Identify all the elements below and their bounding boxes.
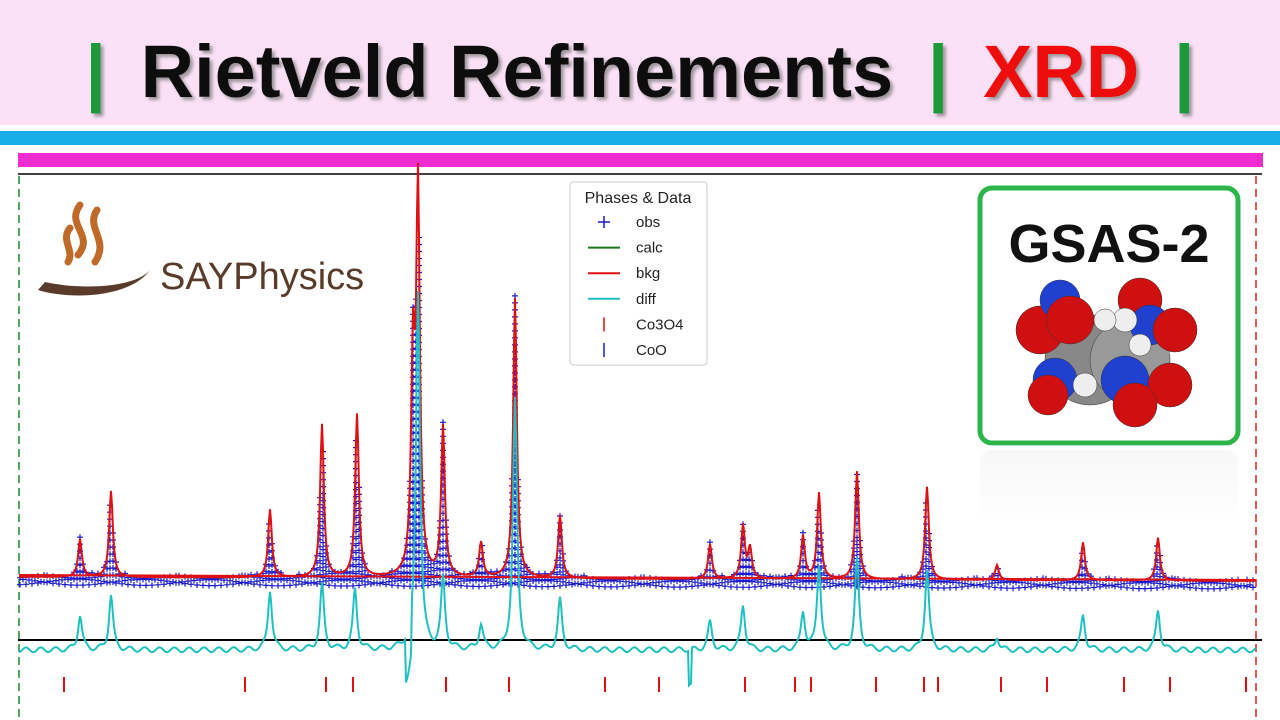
legend-marker	[598, 216, 610, 228]
atom	[1045, 295, 1095, 345]
atom	[1112, 307, 1138, 333]
magenta-rule	[18, 153, 1263, 167]
molecule	[1015, 277, 1198, 428]
badge-text: GSAS-2	[1008, 214, 1209, 274]
legend: Phases & Data obs calc bkg diff Co3O4 CoO	[569, 181, 708, 366]
atom	[1027, 374, 1069, 416]
reflection-fade	[975, 445, 1245, 525]
legend-label: Co3O4	[636, 316, 684, 333]
blue-rule	[0, 131, 1280, 145]
atom	[1112, 382, 1158, 428]
header-text: Rietveld Refinements	[141, 30, 894, 113]
atom	[1093, 308, 1117, 332]
logo-text: SAYPhysics	[160, 256, 364, 298]
legend-label: calc	[636, 240, 663, 257]
atom	[1147, 362, 1193, 408]
legend-label: CoO	[636, 342, 667, 359]
badge: GSAS-2	[975, 185, 1245, 525]
atom	[1072, 372, 1098, 398]
header-title: | Rietveld Refinements | XRD |	[85, 30, 1194, 114]
xrd-plot	[17, 162, 1262, 720]
header-bar: |	[1174, 30, 1195, 114]
header-band	[0, 0, 1280, 125]
header-bar: |	[928, 30, 949, 114]
header-bar: |	[85, 30, 106, 114]
logo-swoosh	[38, 270, 150, 296]
legend-label: bkg	[636, 265, 660, 282]
legend-label: obs	[636, 214, 660, 231]
legend-title: Phases & Data	[585, 190, 692, 207]
atom	[1152, 307, 1198, 353]
atom	[1128, 333, 1152, 357]
logo: SAYPhysics	[38, 201, 364, 298]
header-text: XRD	[983, 30, 1139, 113]
bkg-line	[18, 574, 1257, 581]
logo-steam	[62, 201, 104, 266]
legend-label: diff	[636, 291, 657, 308]
diff-curve	[18, 291, 1257, 688]
